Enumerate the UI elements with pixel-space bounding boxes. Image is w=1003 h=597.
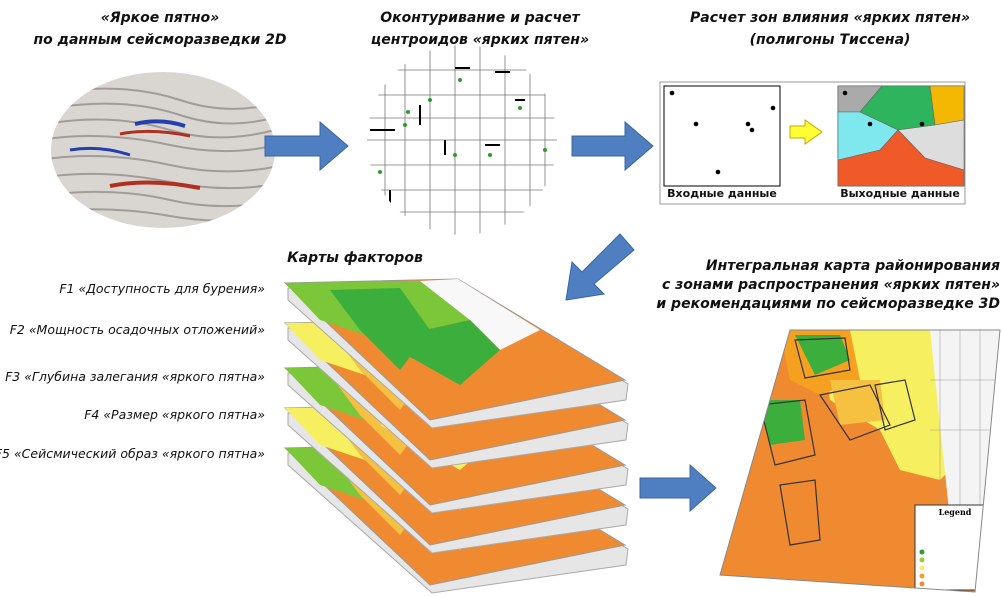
flow-arrow xyxy=(572,122,653,170)
output-box xyxy=(838,86,964,186)
legend-title: Legend xyxy=(939,507,972,517)
integral-title: и рекомендациями по сейсморазведке 3D xyxy=(656,296,1000,312)
flow-arrow xyxy=(265,122,348,170)
step-title: по данным сейсморазведки 2D xyxy=(33,32,286,48)
contour-grid xyxy=(365,45,560,235)
integral-map: Legend xyxy=(700,320,1003,597)
factor-label: F5 «Сейсмический образ «яркого пятна» xyxy=(0,446,265,461)
input-label: Входные данные xyxy=(667,187,777,200)
factors-title: Карты факторов xyxy=(287,250,423,266)
factor-label: F2 «Мощность осадочных отложений» xyxy=(10,322,265,337)
step-title: (полигоны Тиссена) xyxy=(750,32,911,48)
step-title: Расчет зон влияния «ярких пятен» xyxy=(690,10,970,26)
step-title: Оконтуривание и расчет xyxy=(380,10,580,26)
step-title: центроидов «ярких пятен» xyxy=(371,32,589,48)
input-box xyxy=(664,86,780,186)
flow-arrow xyxy=(640,465,716,511)
flow-arrow xyxy=(566,234,634,300)
output-label: Выходные данные xyxy=(840,187,960,200)
infographic: «Яркое пятно» по данным сейсморазведки 2… xyxy=(0,0,1003,597)
integral-title: Интегральная карта районирования xyxy=(706,258,1000,274)
factor-maps xyxy=(285,279,628,593)
factor-label: F1 «Доступность для бурения» xyxy=(59,281,265,296)
factor-label: F4 «Размер «яркого пятна» xyxy=(84,407,265,422)
factor-label: F3 «Глубина залегания «яркого пятна» xyxy=(5,369,265,384)
integral-title: с зонами распространения «ярких пятен» xyxy=(662,277,1000,293)
seismic-image xyxy=(40,60,300,240)
factor-labels: F1 «Доступность для бурения» F2 «Мощность… xyxy=(0,281,265,461)
step-title: «Яркое пятно» xyxy=(101,10,220,26)
